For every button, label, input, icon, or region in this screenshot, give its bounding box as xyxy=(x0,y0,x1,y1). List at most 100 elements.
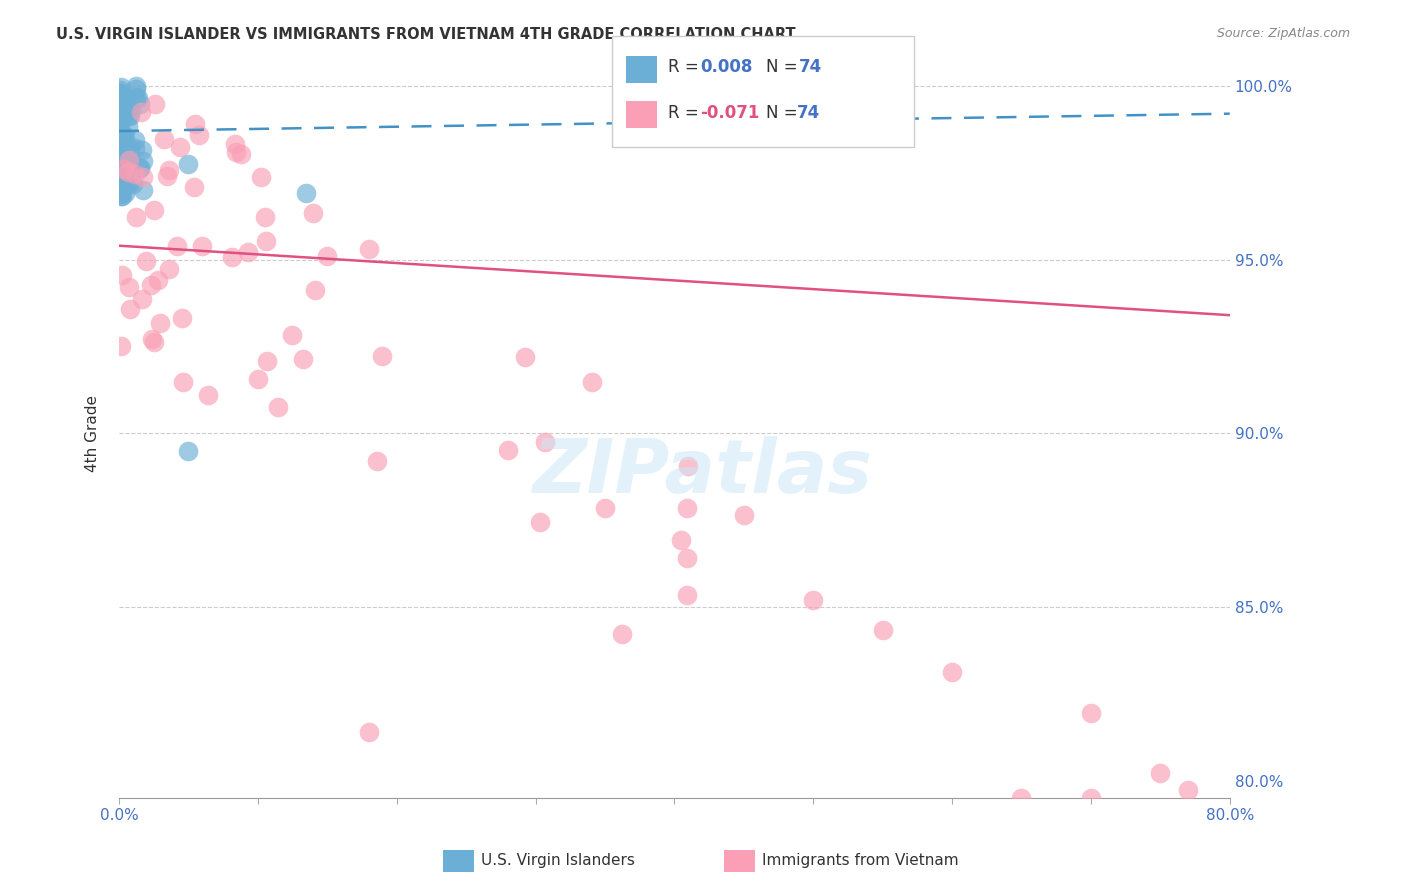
Point xyxy=(125,78,148,93)
Point xyxy=(110,98,132,112)
Point xyxy=(118,141,141,155)
Point xyxy=(120,110,142,124)
Point xyxy=(114,164,136,178)
Point xyxy=(1177,783,1199,797)
Text: ZIPatlas: ZIPatlas xyxy=(533,436,873,509)
Point xyxy=(153,132,176,146)
Point xyxy=(581,375,603,389)
Text: U.S. Virgin Islanders: U.S. Virgin Islanders xyxy=(481,854,634,868)
Point xyxy=(120,154,142,169)
Point xyxy=(115,177,138,191)
Point xyxy=(1149,765,1171,780)
Point xyxy=(114,186,136,201)
Point xyxy=(225,145,247,159)
Point xyxy=(675,588,697,602)
Point xyxy=(108,142,131,156)
Text: R =: R = xyxy=(668,58,704,76)
Point xyxy=(141,332,163,346)
Point xyxy=(156,169,179,183)
Text: 0.008: 0.008 xyxy=(700,58,752,76)
Point xyxy=(170,310,193,325)
Point xyxy=(110,187,132,202)
Point xyxy=(610,627,633,641)
Point xyxy=(117,153,139,167)
Point xyxy=(114,96,136,111)
Point xyxy=(236,244,259,259)
Point xyxy=(114,161,136,176)
Point xyxy=(108,181,131,195)
Point xyxy=(177,443,200,458)
Text: Source: ZipAtlas.com: Source: ZipAtlas.com xyxy=(1216,27,1350,40)
Point xyxy=(221,250,243,264)
Point xyxy=(114,91,136,105)
Point xyxy=(108,149,131,163)
Point xyxy=(357,725,380,739)
Point xyxy=(129,96,152,111)
Point xyxy=(110,87,132,102)
Text: Immigrants from Vietnam: Immigrants from Vietnam xyxy=(762,854,959,868)
Point xyxy=(124,167,146,181)
Point xyxy=(733,508,755,523)
Point xyxy=(529,515,551,529)
Point xyxy=(169,140,191,154)
Point xyxy=(108,117,131,131)
Point xyxy=(110,79,132,94)
Point xyxy=(593,501,616,516)
Point xyxy=(110,164,132,178)
Point xyxy=(675,501,697,516)
Point xyxy=(157,261,180,276)
Point xyxy=(114,130,136,145)
Point xyxy=(128,161,150,176)
Point xyxy=(191,239,214,253)
Point xyxy=(224,136,246,151)
Point xyxy=(295,186,318,200)
Point xyxy=(110,117,132,131)
Point xyxy=(110,339,132,353)
Point xyxy=(678,459,700,474)
Point xyxy=(184,117,207,131)
Point xyxy=(177,157,200,171)
Point xyxy=(117,119,139,133)
Point xyxy=(108,83,131,97)
Text: -0.071: -0.071 xyxy=(700,104,759,122)
Text: U.S. VIRGIN ISLANDER VS IMMIGRANTS FROM VIETNAM 4TH GRADE CORRELATION CHART: U.S. VIRGIN ISLANDER VS IMMIGRANTS FROM … xyxy=(56,27,796,42)
Point xyxy=(115,169,138,183)
Point xyxy=(110,189,132,203)
Point xyxy=(669,533,692,547)
Point xyxy=(111,87,134,102)
Point xyxy=(111,189,134,203)
Point xyxy=(229,147,252,161)
Point xyxy=(112,131,135,145)
Point xyxy=(132,183,155,197)
Point xyxy=(247,372,270,386)
Point xyxy=(256,354,278,368)
Point xyxy=(124,133,146,147)
Point xyxy=(110,106,132,120)
Point xyxy=(366,453,388,467)
Point xyxy=(172,375,194,389)
Point xyxy=(111,177,134,191)
Point xyxy=(114,152,136,166)
Point xyxy=(801,593,824,607)
Point xyxy=(110,181,132,195)
Point xyxy=(117,165,139,179)
Point xyxy=(108,126,131,140)
Point xyxy=(534,434,557,449)
Point xyxy=(108,152,131,166)
Point xyxy=(183,180,205,194)
Point xyxy=(110,88,132,103)
Point xyxy=(142,335,165,350)
Point xyxy=(124,141,146,155)
Point xyxy=(111,268,134,282)
Point xyxy=(267,400,290,414)
Point xyxy=(110,102,132,116)
Point xyxy=(292,351,315,366)
Point xyxy=(114,97,136,112)
Point xyxy=(941,665,963,680)
Point xyxy=(1080,791,1102,805)
Point xyxy=(139,277,162,292)
Point xyxy=(250,170,273,185)
Point xyxy=(127,91,149,105)
Point xyxy=(1080,706,1102,721)
Point xyxy=(110,108,132,122)
